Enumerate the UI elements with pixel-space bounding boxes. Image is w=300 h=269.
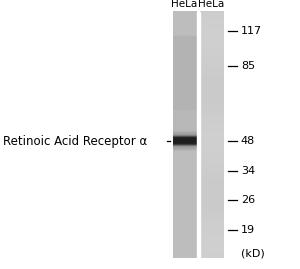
Text: 34: 34 — [241, 166, 255, 176]
Text: HeLa: HeLa — [198, 0, 225, 9]
Text: 117: 117 — [241, 26, 262, 36]
Text: 19: 19 — [241, 225, 255, 235]
Text: (kD): (kD) — [241, 248, 265, 259]
Text: 85: 85 — [241, 61, 255, 71]
Text: HeLa: HeLa — [171, 0, 198, 9]
Text: Retinoic Acid Receptor α: Retinoic Acid Receptor α — [3, 135, 147, 148]
Text: 26: 26 — [241, 195, 255, 206]
Text: 48: 48 — [241, 136, 255, 146]
